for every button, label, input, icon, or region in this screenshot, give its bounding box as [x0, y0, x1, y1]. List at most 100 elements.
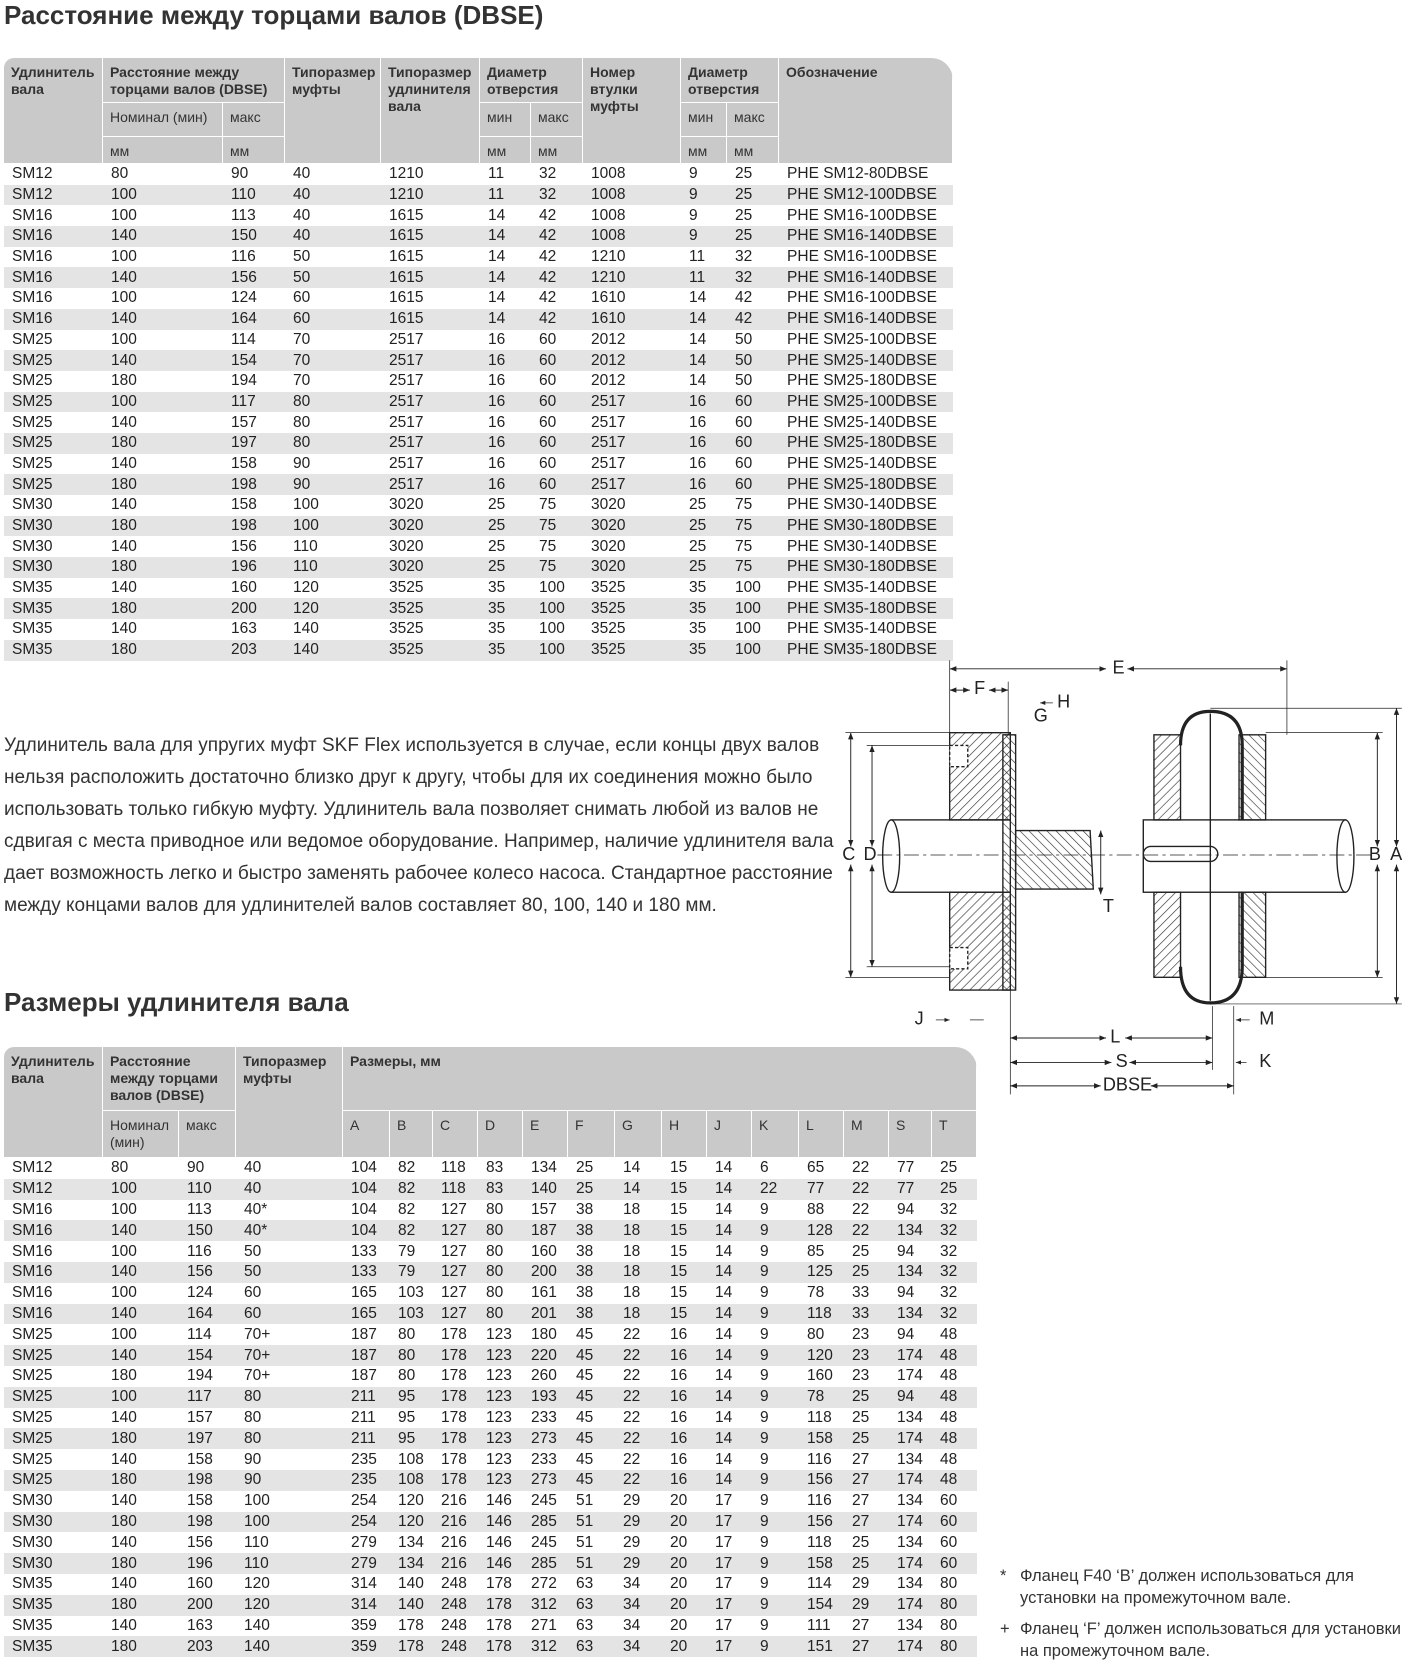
table-cell: 100: [236, 1511, 344, 1533]
table-cell: 157: [187, 1408, 213, 1426]
table-cell: 9: [760, 1533, 769, 1551]
table-cell: 14: [707, 1303, 753, 1325]
table-cell: 248: [441, 1575, 467, 1593]
table-cell: 80: [111, 1159, 129, 1177]
table-cell: 110: [223, 184, 286, 206]
table-cell: 25: [689, 496, 707, 514]
table-cell: 77: [799, 1178, 845, 1200]
table-cell: 25: [844, 1553, 890, 1574]
table-cell: 17: [707, 1553, 753, 1574]
table-cell: 20: [662, 1511, 708, 1533]
table-cell: 9: [760, 1492, 769, 1510]
table-cell: 90: [293, 454, 311, 472]
table-cell: 2517: [583, 432, 682, 454]
table-cell: 82: [398, 1200, 416, 1218]
table-cell: 20: [670, 1616, 688, 1634]
table-cell: 1210: [381, 184, 481, 206]
table-cell: 165: [351, 1284, 377, 1302]
table-cell: 198: [179, 1469, 237, 1491]
table-cell: 16: [662, 1469, 708, 1491]
table-cell: 27: [844, 1469, 890, 1491]
table-cell: 9: [752, 1261, 800, 1283]
table-cell: 113: [187, 1200, 212, 1218]
table-cell: 32: [727, 267, 780, 289]
table-cell: SM35: [4, 1594, 103, 1616]
table-cell: 40: [293, 165, 311, 183]
table-cell: 38: [568, 1303, 616, 1325]
table-cell: PHE SM25-180DBSE: [779, 474, 954, 495]
table-row: SM25 140 154 70 2517 16 60 2012 14 50 PHE SM25-140…: [4, 350, 954, 371]
table-cell: 25: [568, 1178, 616, 1200]
table-cell: 174: [889, 1428, 933, 1450]
table-cell: 156: [799, 1511, 845, 1533]
table-cell: 203: [223, 639, 286, 661]
table-cell: 158: [231, 454, 257, 472]
table-cell: 63: [568, 1636, 616, 1658]
table-cell: PHE SM30-140DBSE: [787, 537, 937, 555]
table-cell: 25: [735, 165, 753, 183]
table-cell: 158: [799, 1428, 845, 1450]
table-cell: 14: [681, 308, 728, 330]
table-cell: 123: [486, 1408, 512, 1426]
table-cell: SM25: [12, 413, 53, 431]
table-cell: SM35: [12, 579, 53, 597]
table-cell: 161: [531, 1284, 557, 1302]
table-cell: 233: [531, 1450, 557, 1468]
table-cell: 3525: [389, 620, 424, 638]
table-cell: 133: [351, 1242, 377, 1260]
dim-label: F: [974, 678, 985, 698]
table-row: SM16 100 113 40* 104 82 127 80 157 38 18 15 14 9 88 22 9…: [4, 1200, 977, 1221]
table-row: SM25 100 117 80 211 95 178 123 193 45 22 16 14 9 78 25 9…: [4, 1386, 978, 1408]
table-cell: 146: [486, 1492, 512, 1510]
table-cell: 174: [889, 1511, 933, 1533]
table-cell: 100: [111, 248, 137, 266]
table-cell: 50: [735, 330, 753, 348]
table-cell: 48: [932, 1386, 978, 1408]
table-cell: 32: [940, 1200, 958, 1218]
table-cell: 50: [293, 248, 311, 266]
table-cell: 33: [844, 1303, 890, 1325]
table-cell: 134: [897, 1450, 923, 1468]
table-cell: 156: [223, 267, 286, 289]
table-cell: 60: [539, 330, 557, 348]
table-cell: 75: [727, 515, 780, 537]
table-cell: 40: [244, 1159, 262, 1177]
table-cell: 100: [531, 598, 584, 620]
table-cell: 200: [179, 1594, 237, 1616]
table-cell: 216: [441, 1533, 467, 1551]
table-cell: 3525: [583, 598, 682, 620]
table-cell: 34: [623, 1575, 641, 1593]
table-cell: 95: [398, 1408, 416, 1426]
table-cell: 123: [486, 1367, 512, 1385]
table-row: SM25 180 198 90 235 108 178 123 273 45 22 16 14 9 156 2…: [4, 1469, 978, 1491]
table-cell: 158: [231, 496, 257, 514]
table-cell: 94: [897, 1242, 915, 1260]
table-cell: 156: [799, 1469, 845, 1491]
header-cell: Удлинитель вала: [4, 1047, 103, 1158]
table-cell: SM25: [4, 1386, 103, 1408]
table-cell: PHE SM12-100DBSE: [779, 184, 954, 206]
table-cell: 100: [103, 1386, 179, 1408]
table-cell: SM30: [12, 1492, 53, 1510]
table-cell: 140: [390, 1594, 434, 1616]
header-cell: Номинал (мин): [103, 103, 223, 137]
table-cell: 14: [689, 289, 707, 307]
table-cell: SM25: [4, 1345, 103, 1366]
table-cell: 11: [488, 165, 505, 183]
table-cell: 34: [615, 1594, 663, 1616]
table-cell: 25: [735, 206, 753, 224]
table-cell: 60: [539, 454, 557, 472]
table-cell: 180: [103, 1594, 179, 1616]
table-cell: PHE SM16-100DBSE: [787, 248, 937, 266]
table-cell: 79: [390, 1261, 434, 1283]
table-cell: 187: [351, 1325, 377, 1343]
table-cell: 32: [531, 184, 584, 206]
table-cell: 140: [285, 639, 382, 661]
table-body: SM12 80 90 40 1210 11 32 1008 9 25 PHE SM12-80DBSE…: [4, 164, 954, 661]
table-cell: 203: [179, 1636, 237, 1658]
table-cell: 94: [889, 1386, 933, 1408]
table-cell: 100: [103, 184, 223, 206]
table-cell: 14: [707, 1220, 753, 1242]
dim-label: H: [1057, 692, 1070, 712]
table-cell: PHE SM30-180DBSE: [779, 515, 954, 537]
